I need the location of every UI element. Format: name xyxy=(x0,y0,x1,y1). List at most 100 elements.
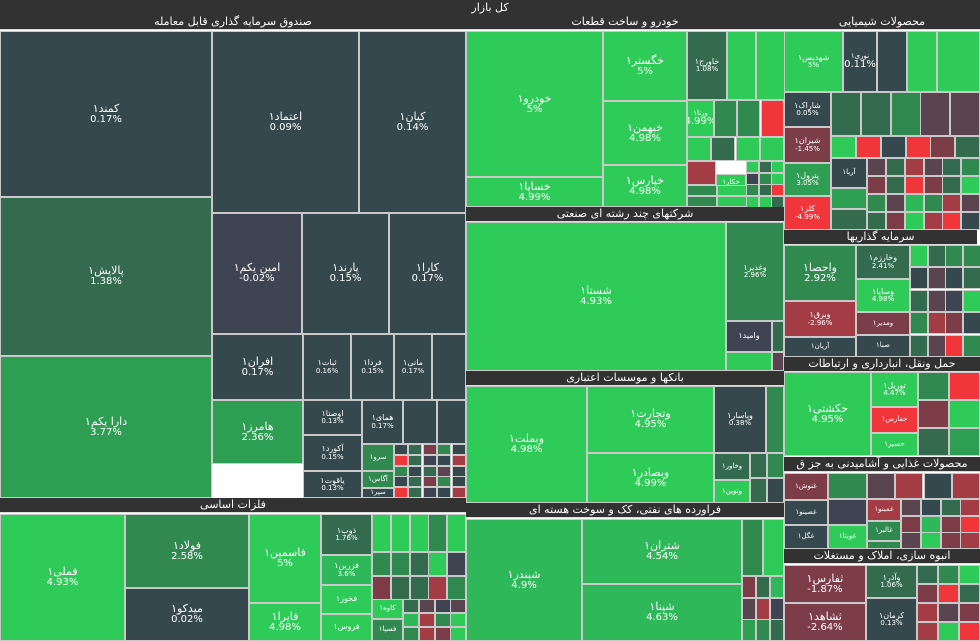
stock-tile[interactable]: کلر۱ -4.99% xyxy=(784,196,831,230)
stock-tile[interactable]: سرو۱ xyxy=(362,444,394,471)
stock-tile-small[interactable] xyxy=(945,335,963,357)
stock-tile-small[interactable] xyxy=(726,352,772,371)
stock-tile-small[interactable] xyxy=(905,194,924,212)
stock-tile[interactable]: غالبر۱ xyxy=(867,521,901,541)
stock-tile-small[interactable] xyxy=(959,584,980,603)
stock-tile[interactable]: خگستر۱ 5% xyxy=(603,31,687,101)
stock-tile[interactable]: ورنا۱4.99% xyxy=(687,100,714,137)
stock-tile-small[interactable] xyxy=(963,245,980,267)
stock-tile-small[interactable] xyxy=(687,185,717,196)
stock-tile-small[interactable] xyxy=(961,212,980,230)
stock-tile-small[interactable] xyxy=(910,335,928,357)
stock-tile-small[interactable] xyxy=(394,444,408,455)
stock-tile[interactable]: پالایش۱ 1.38% xyxy=(0,197,212,356)
stock-tile-small[interactable] xyxy=(959,622,980,641)
stock-tile[interactable]: شاراک۱ 0.05% xyxy=(784,92,831,127)
stock-tile-small[interactable] xyxy=(423,476,437,487)
stock-tile[interactable]: آگاس۱ xyxy=(362,471,394,488)
stock-tile-small[interactable] xyxy=(945,245,963,267)
stock-tile[interactable]: نوری۱ 0.11% xyxy=(843,31,877,92)
stock-tile-small[interactable] xyxy=(917,584,938,603)
stock-tile[interactable]: سپر۱ xyxy=(362,488,394,498)
stock-tile[interactable]: فروس۱ xyxy=(321,614,372,641)
stock-tile-small[interactable] xyxy=(687,137,711,161)
stock-tile[interactable]: وخاور۱ xyxy=(714,453,750,480)
stock-tile-small[interactable] xyxy=(408,455,422,466)
stock-tile-small[interactable] xyxy=(928,312,946,334)
stock-tile-small[interactable] xyxy=(917,622,938,641)
stock-tile-small[interactable] xyxy=(447,552,466,576)
stock-tile-small[interactable] xyxy=(410,514,429,552)
stock-tile-small[interactable] xyxy=(891,92,921,136)
stock-tile[interactable]: غگل۱ xyxy=(784,525,828,549)
stock-tile-small[interactable] xyxy=(881,136,906,158)
stock-tile[interactable]: افران۱ 0.17% xyxy=(212,334,303,400)
stock-tile-small[interactable] xyxy=(831,188,867,209)
stock-tile-small[interactable] xyxy=(756,598,770,620)
stock-tile-small[interactable] xyxy=(435,613,451,627)
stock-tile-small[interactable] xyxy=(910,312,928,334)
stock-tile-small[interactable] xyxy=(901,516,921,533)
stock-tile-small[interactable] xyxy=(435,627,451,641)
stock-tile-small[interactable] xyxy=(419,599,435,613)
stock-tile[interactable]: صبا۱ xyxy=(856,335,910,357)
stock-tile-small[interactable] xyxy=(767,478,784,503)
stock-tile-small[interactable] xyxy=(930,136,955,158)
stock-tile[interactable]: وخارزم۱ 2.41% xyxy=(856,245,910,279)
stock-tile-small[interactable] xyxy=(435,599,451,613)
stock-tile-small[interactable] xyxy=(772,352,784,371)
stock-tile-small[interactable] xyxy=(423,487,437,498)
stock-tile-small[interactable] xyxy=(767,453,784,478)
stock-tile[interactable]: مانی۱ 0.17% xyxy=(394,334,432,400)
stock-tile-small[interactable] xyxy=(949,372,980,400)
stock-tile-small[interactable] xyxy=(746,161,759,173)
stock-tile-small[interactable] xyxy=(403,400,437,444)
stock-tile-small[interactable] xyxy=(961,158,980,176)
stock-tile[interactable]: وبرق۱ -2.96% xyxy=(784,301,856,337)
stock-tile[interactable]: حسیر۱ xyxy=(871,433,918,456)
sector-header-metals[interactable]: فلزات اساسی xyxy=(0,498,466,513)
stock-tile-small[interactable] xyxy=(452,487,466,498)
stock-tile[interactable]: فولاد۱ 2.58% xyxy=(125,514,249,588)
stock-tile[interactable]: فسپا۱ xyxy=(372,619,403,641)
stock-tile-small[interactable] xyxy=(861,92,891,136)
stock-tile-small[interactable] xyxy=(403,599,419,613)
stock-tile-small[interactable] xyxy=(450,599,466,613)
stock-tile-small[interactable] xyxy=(918,400,949,428)
stock-tile[interactable]: همای۱ 0.17% xyxy=(362,400,403,444)
stock-tile-small[interactable] xyxy=(910,245,928,267)
stock-tile-small[interactable] xyxy=(928,290,946,312)
stock-tile-small[interactable] xyxy=(924,194,943,212)
stock-tile-small[interactable] xyxy=(711,137,735,161)
stock-tile-small[interactable] xyxy=(920,92,950,136)
stock-tile-small[interactable] xyxy=(423,444,437,455)
stock-tile-small[interactable] xyxy=(742,519,763,576)
stock-tile-small[interactable] xyxy=(687,196,717,207)
stock-tile-small[interactable] xyxy=(921,516,941,533)
stock-tile[interactable]: ونوین۱ xyxy=(714,480,750,503)
stock-tile-small[interactable] xyxy=(756,619,770,641)
stock-tile[interactable]: وامید۱ xyxy=(726,321,772,352)
sector-header-chem[interactable]: محصولات شیمیایی xyxy=(784,15,980,30)
stock-tile-small[interactable] xyxy=(394,455,408,466)
stock-tile-small[interactable] xyxy=(717,196,747,207)
stock-tile[interactable]: حکشتی۱ 4.95% xyxy=(784,372,871,456)
stock-tile-small[interactable] xyxy=(408,444,422,455)
stock-tile-small[interactable] xyxy=(423,455,437,466)
stock-tile-small[interactable] xyxy=(886,212,905,230)
stock-tile-small[interactable] xyxy=(770,576,784,598)
stock-tile-small[interactable] xyxy=(750,453,767,478)
stock-tile[interactable]: یاقوت۱ 0.13% xyxy=(303,471,362,498)
stock-tile-small[interactable] xyxy=(428,552,447,576)
stock-tile[interactable]: وپاسار۱ 0.38% xyxy=(714,386,766,453)
stock-tile-small[interactable] xyxy=(742,619,756,641)
stock-tile-small[interactable] xyxy=(756,31,785,100)
stock-tile[interactable]: ومدیر۱ xyxy=(856,312,910,335)
stock-tile[interactable]: کمند۱ 0.17% xyxy=(0,31,212,197)
stock-tile-small[interactable] xyxy=(906,136,931,158)
sector-header-banks[interactable]: بانکها و موسسات اعتباری xyxy=(466,371,784,386)
stock-tile[interactable]: فزرین۱ 3.6% xyxy=(321,555,372,585)
stock-tile[interactable]: آریا۱ xyxy=(831,158,867,188)
stock-tile-small[interactable] xyxy=(960,499,980,516)
stock-tile-small[interactable] xyxy=(924,176,943,194)
